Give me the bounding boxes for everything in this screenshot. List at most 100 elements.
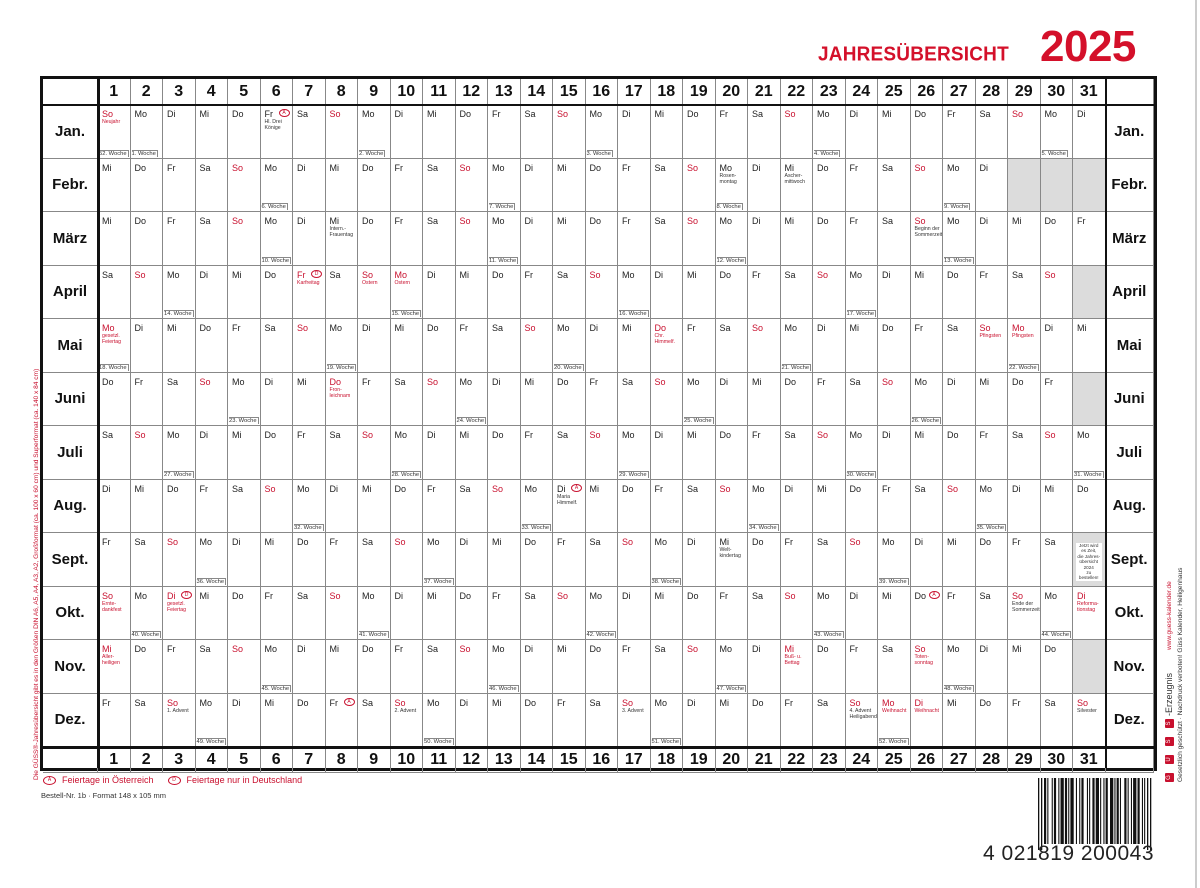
day-cell[interactable]: Mo 45. Woche [260, 640, 293, 694]
day-cell[interactable]: Fr [520, 265, 553, 319]
day-cell[interactable]: Mi [423, 586, 456, 640]
day-cell[interactable]: Fr [585, 372, 618, 426]
day-cell[interactable]: So Silvester [1073, 693, 1106, 747]
day-cell[interactable]: Do [943, 426, 976, 480]
day-cell[interactable]: Di [845, 105, 878, 159]
day-cell[interactable]: Mi [780, 212, 813, 266]
day-cell[interactable]: Mi [1008, 640, 1041, 694]
day-cell[interactable]: Do [423, 319, 456, 373]
day-cell[interactable]: Sa [520, 586, 553, 640]
day-cell[interactable]: Mi [325, 640, 358, 694]
day-cell[interactable]: Mo 51. Woche [650, 693, 683, 747]
day-cell[interactable]: Sa [98, 265, 131, 319]
day-cell[interactable]: Sa [423, 640, 456, 694]
day-cell[interactable]: Sa [130, 693, 163, 747]
day-cell[interactable]: Di [520, 212, 553, 266]
day-cell[interactable]: Do [488, 265, 521, 319]
day-cell[interactable]: Mo 48. Woche [943, 640, 976, 694]
day-cell[interactable]: Di [1073, 105, 1106, 159]
day-cell[interactable]: So [845, 533, 878, 587]
day-cell[interactable]: Do [293, 533, 326, 587]
day-cell[interactable]: Mo 31. Woche [1073, 426, 1106, 480]
day-cell[interactable]: Mi [748, 372, 781, 426]
day-cell[interactable]: Fr [423, 479, 456, 533]
day-cell[interactable]: Mi [845, 319, 878, 373]
day-cell[interactable]: Mo 46. Woche [488, 640, 521, 694]
day-cell[interactable]: Di [488, 372, 521, 426]
day-cell[interactable]: Mo 39. Woche [878, 533, 911, 587]
day-cell[interactable]: Sa [488, 319, 521, 373]
day-cell[interactable]: Mi [715, 693, 748, 747]
day-cell[interactable]: Fr [488, 105, 521, 159]
day-cell[interactable]: So Beginn der Sommerzeit [910, 212, 943, 266]
day-cell[interactable]: Di [293, 212, 326, 266]
day-cell[interactable]: So [715, 479, 748, 533]
day-cell[interactable]: Mi Ascher- mittwoch [780, 158, 813, 212]
day-cell[interactable]: Mo 21. Woche [780, 319, 813, 373]
day-cell[interactable]: Fr [358, 372, 391, 426]
day-cell[interactable]: So 4. Advent Heiligabend [845, 693, 878, 747]
day-cell[interactable]: Do [390, 479, 423, 533]
day-cell[interactable]: Do [228, 586, 261, 640]
day-cell[interactable]: Di [715, 372, 748, 426]
day-cell[interactable]: Mo 2. Woche [358, 105, 391, 159]
day-cell[interactable]: So [683, 212, 716, 266]
day-cell[interactable]: Do [130, 640, 163, 694]
day-cell[interactable]: So [1040, 426, 1073, 480]
day-cell[interactable]: So [228, 158, 261, 212]
day-cell[interactable]: Di [358, 319, 391, 373]
day-cell[interactable]: Mi [520, 372, 553, 426]
day-cell[interactable]: Fr [813, 372, 846, 426]
day-cell[interactable]: Mo 19. Woche [325, 319, 358, 373]
day-cell[interactable]: Sa [650, 640, 683, 694]
day-cell[interactable]: Di [390, 105, 423, 159]
day-cell[interactable]: Do [520, 533, 553, 587]
day-cell[interactable]: Do [553, 372, 586, 426]
day-cell[interactable]: Di [975, 212, 1008, 266]
day-cell[interactable]: Fr [195, 479, 228, 533]
day-cell[interactable]: So 3. Advent [618, 693, 651, 747]
day-cell[interactable]: Sa [683, 479, 716, 533]
day-cell[interactable]: Mo 5. Woche [1040, 105, 1073, 159]
day-cell[interactable]: Mi [390, 319, 423, 373]
day-cell[interactable]: Do [943, 265, 976, 319]
day-cell[interactable]: Di [813, 319, 846, 373]
day-cell[interactable]: Mo 20. Woche [553, 319, 586, 373]
day-cell[interactable]: Fr Karfreitag D [293, 265, 326, 319]
day-cell[interactable]: Di [878, 265, 911, 319]
day-cell[interactable]: So 2. Advent [390, 693, 423, 747]
day-cell[interactable]: So Neujahr 52. Woche [98, 105, 131, 159]
day-cell[interactable]: Do [130, 158, 163, 212]
day-cell[interactable]: Di [943, 372, 976, 426]
day-cell[interactable]: Mi [325, 158, 358, 212]
day-cell[interactable]: So [130, 426, 163, 480]
day-cell[interactable]: Fr [618, 640, 651, 694]
day-cell[interactable]: So [325, 105, 358, 159]
day-cell[interactable]: Di [293, 158, 326, 212]
day-cell[interactable]: Mi [878, 586, 911, 640]
day-cell[interactable]: Fr [488, 586, 521, 640]
day-cell[interactable]: Di [650, 265, 683, 319]
day-cell[interactable]: Mo 38. Woche [650, 533, 683, 587]
day-cell[interactable]: Mo 7. Woche [488, 158, 521, 212]
day-cell[interactable]: Mi Buß- u. Bettag [780, 640, 813, 694]
day-cell[interactable]: Di gesetzl. Feiertag D [163, 586, 196, 640]
day-cell[interactable]: Di [423, 265, 456, 319]
day-cell[interactable]: Sa [910, 479, 943, 533]
day-cell[interactable]: Do [585, 212, 618, 266]
day-cell[interactable]: Sa [748, 586, 781, 640]
day-cell[interactable]: Di [780, 479, 813, 533]
day-cell[interactable]: Di [975, 158, 1008, 212]
day-cell[interactable]: Mi [195, 105, 228, 159]
day-cell[interactable]: Do [715, 426, 748, 480]
day-cell[interactable]: Di [618, 105, 651, 159]
day-cell[interactable]: So [455, 212, 488, 266]
day-cell[interactable]: Mi [943, 693, 976, 747]
day-cell[interactable]: Do [1040, 212, 1073, 266]
day-cell[interactable]: Sa [423, 212, 456, 266]
day-cell[interactable]: So [878, 372, 911, 426]
day-cell[interactable]: Di [293, 640, 326, 694]
day-cell[interactable]: Sa [260, 319, 293, 373]
day-cell[interactable]: Do [975, 533, 1008, 587]
day-cell[interactable]: Do [780, 372, 813, 426]
